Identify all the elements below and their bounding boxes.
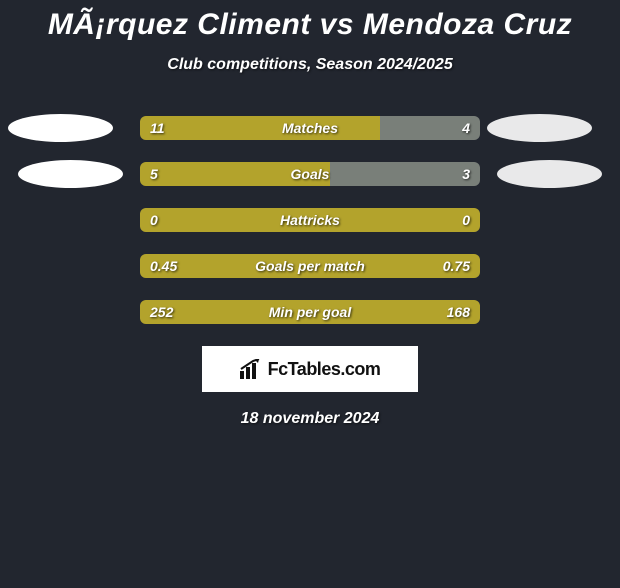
player2-avatar (487, 114, 592, 142)
stat-row: 0.450.75Goals per match (0, 254, 620, 278)
stat-label: Goals (140, 162, 480, 186)
stat-row: 53Goals (0, 162, 620, 186)
comparison-chart: 114Matches 53Goals 00Hattricks 0.450.75Goal… (0, 116, 620, 324)
bar-chart-icon (240, 359, 262, 379)
stat-row: 252168Min per goal (0, 300, 620, 324)
stat-label: Matches (140, 116, 480, 140)
player1-avatar (18, 160, 123, 188)
stat-row: 114Matches (0, 116, 620, 140)
stat-label: Hattricks (140, 208, 480, 232)
page-title: MÃ¡rquez Climent vs Mendoza Cruz (0, 8, 620, 42)
date-text: 18 november 2024 (0, 410, 620, 428)
player1-avatar (8, 114, 113, 142)
player2-avatar (497, 160, 602, 188)
stat-label: Min per goal (140, 300, 480, 324)
brand-logo: FcTables.com (202, 346, 418, 392)
stat-label: Goals per match (140, 254, 480, 278)
brand-name: FcTables.com (268, 359, 381, 380)
stat-row: 00Hattricks (0, 208, 620, 232)
subtitle: Club competitions, Season 2024/2025 (0, 56, 620, 74)
